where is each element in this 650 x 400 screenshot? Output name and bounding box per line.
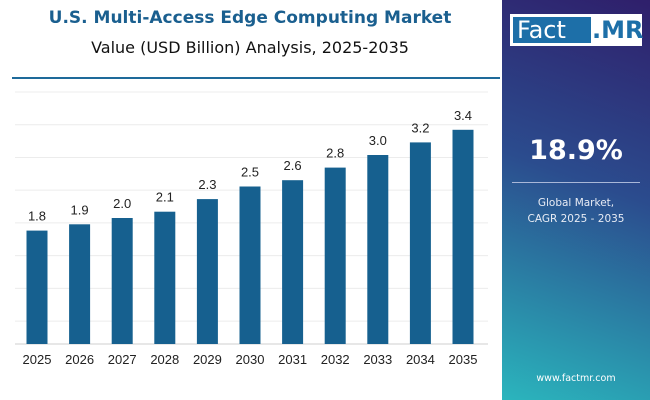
- x-tick-label: 2025: [23, 352, 52, 367]
- x-tick-label: 2033: [363, 352, 392, 367]
- data-label: 3.2: [411, 120, 429, 135]
- bar-2031: [282, 180, 304, 344]
- cagr-value: 18.9%: [529, 135, 623, 166]
- cagr-label-line2: CAGR 2025 - 2035: [527, 213, 625, 225]
- cagr-label-line1: Global Market,: [537, 197, 615, 209]
- factmr-logo: Fact .MR: [510, 14, 644, 46]
- data-label: 2.1: [156, 190, 174, 205]
- data-label: 2.3: [198, 177, 216, 192]
- bar-2028: [154, 211, 176, 344]
- data-label: 2.8: [326, 146, 344, 161]
- bar-2026: [69, 224, 91, 344]
- website-url: www.factmr.com: [536, 373, 616, 384]
- data-label: 3.0: [369, 133, 387, 148]
- cagr-label: Global Market, CAGR 2025 - 2035: [502, 195, 650, 227]
- bar-2032: [324, 167, 346, 344]
- x-tick-label: 2027: [108, 352, 137, 367]
- bar-2027: [111, 218, 133, 344]
- data-label: 1.9: [71, 202, 89, 217]
- x-tick-label: 2029: [193, 352, 222, 367]
- bar-2033: [367, 155, 389, 344]
- x-tick-label: 2030: [236, 352, 265, 367]
- data-label: 2.5: [241, 165, 259, 180]
- chart-title: U.S. Multi-Access Edge Computing Market: [48, 8, 452, 28]
- data-label: 1.8: [28, 209, 46, 224]
- bar-chart: 1.8 2025 1.9 2026 2.0 2027 2.1 2028 2.3 2029 2.5 20…: [15, 91, 488, 367]
- data-label: 2.6: [284, 158, 302, 173]
- sidebar-panel: Fact .MR 18.9% Global Market, CAGR 2025 …: [502, 0, 650, 400]
- logo-mr: .MR: [592, 16, 644, 44]
- x-tick-label: 2034: [406, 352, 435, 367]
- bar-2035: [452, 129, 474, 344]
- bar-2029: [196, 199, 218, 344]
- bar-2034: [409, 142, 431, 344]
- x-tick-label: 2026: [65, 352, 94, 367]
- chart-subtitle: Value (USD Billion) Analysis, 2025-2035: [91, 38, 409, 57]
- logo-fact: Fact: [513, 17, 591, 43]
- x-tick-label: 2031: [278, 352, 307, 367]
- data-label: 3.4: [454, 108, 472, 123]
- title-divider: [12, 77, 500, 79]
- bar-2030: [239, 186, 261, 344]
- x-tick-label: 2035: [449, 352, 478, 367]
- cagr-divider: [512, 182, 640, 183]
- bar-2025: [26, 230, 48, 344]
- x-tick-label: 2032: [321, 352, 350, 367]
- data-label: 2.0: [113, 196, 131, 211]
- x-tick-label: 2028: [150, 352, 179, 367]
